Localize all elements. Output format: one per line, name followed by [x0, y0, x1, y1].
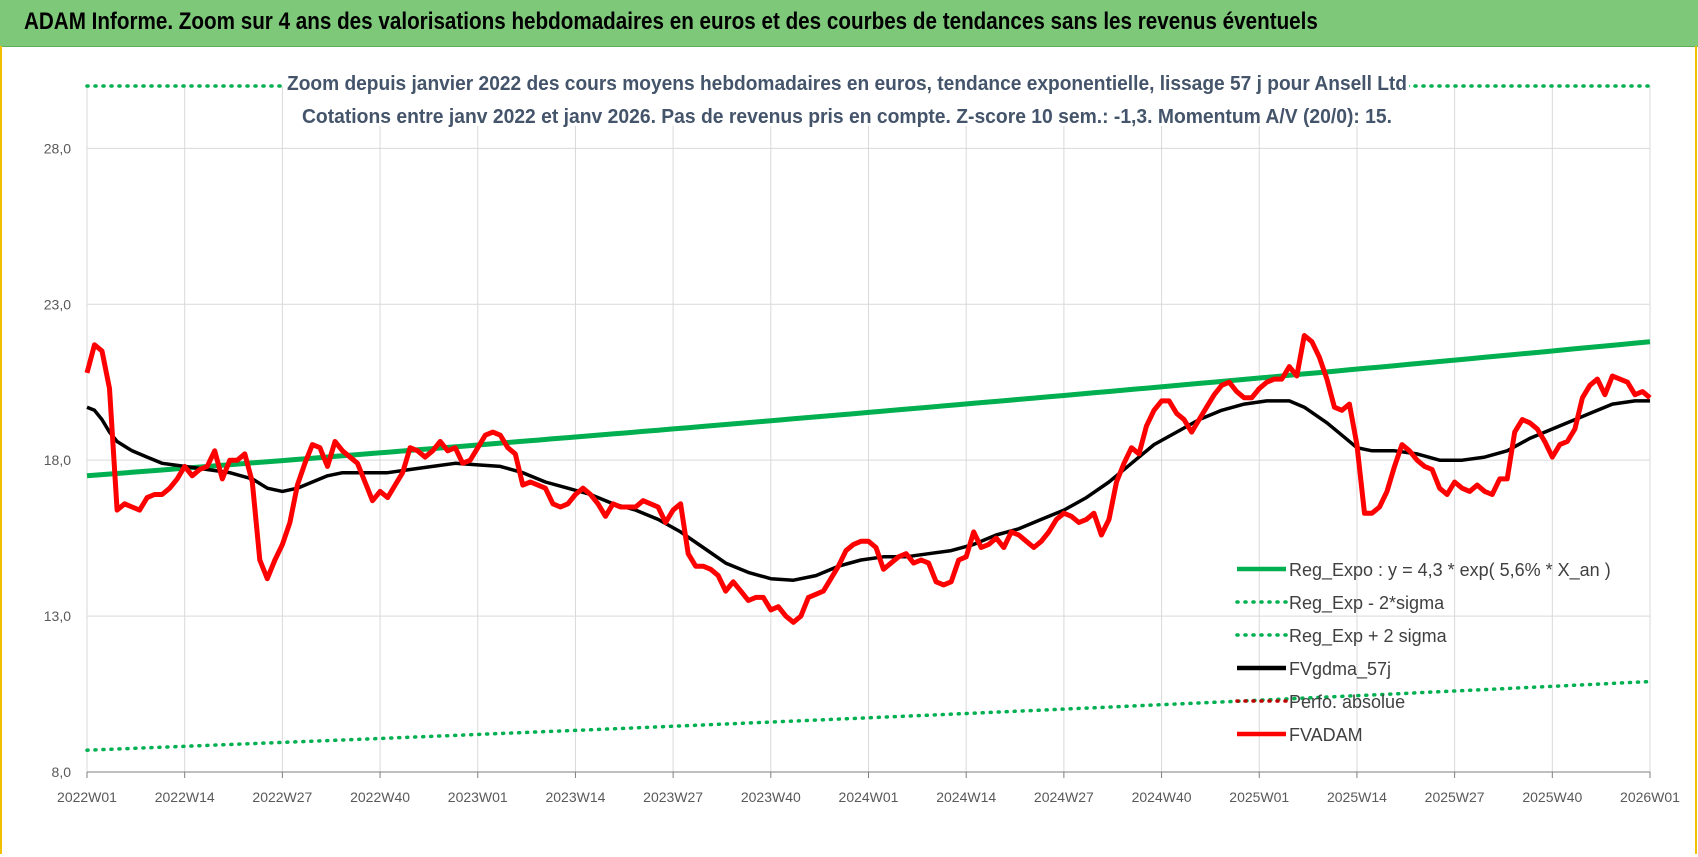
- axes: 8,0 13,0 18,0 23,0 28,0 2022W01 2022W14 2022W27…: [44, 140, 1680, 805]
- y-tick-label: 13,0: [44, 608, 71, 624]
- legend-label: Perfo. absolue: [1289, 692, 1405, 712]
- x-tick-label: 2024W01: [839, 789, 899, 805]
- fvadam-line: [84, 333, 1652, 625]
- fvgdma-57j-line: [86, 399, 1650, 582]
- x-tick-label: 2023W40: [741, 789, 801, 805]
- legend-label: Reg_Exp - 2*sigma: [1289, 593, 1445, 614]
- x-tick-label: 2023W27: [643, 789, 703, 805]
- legend-label: Reg_Expo : y = 4,3 * exp( 5,6% * X_an ): [1289, 560, 1611, 581]
- x-tick-label: 2022W40: [350, 789, 410, 805]
- x-tick-label: 2024W27: [1034, 789, 1094, 805]
- reg-exp-minus-2sigma-line: [85, 679, 1652, 752]
- x-tick-label: 2024W14: [936, 789, 996, 805]
- legend: Reg_Expo : y = 4,3 * exp( 5,6% * X_an ) R…: [1235, 560, 1611, 745]
- legend-label: Reg_Exp + 2 sigma: [1289, 626, 1448, 647]
- x-tick-label: 2023W14: [545, 789, 605, 805]
- x-tick-label: 2023W01: [448, 789, 508, 805]
- x-tick-label: 2025W01: [1229, 789, 1289, 805]
- y-tick-label: 18,0: [44, 452, 71, 468]
- x-tick-label: 2025W27: [1425, 789, 1485, 805]
- x-tick-label: 2022W27: [252, 789, 312, 805]
- chart-subtitle: Cotations entre janv 2022 et janv 2026. …: [302, 106, 1392, 128]
- chart-area: 8,0 13,0 18,0 23,0 28,0 2022W01 2022W14 2022W27…: [44, 60, 1680, 805]
- x-tick-label: 2022W14: [155, 789, 215, 805]
- x-tick-label: 2025W40: [1522, 789, 1582, 805]
- x-tick-label: 2022W01: [57, 789, 117, 805]
- header-title: ADAM Informe. Zoom sur 4 ans des valoris…: [24, 8, 1318, 35]
- header-bar: ADAM Informe. Zoom sur 4 ans des valoris…: [0, 0, 1698, 47]
- y-tick-label: 28,0: [44, 140, 71, 156]
- subtitle-bg: [285, 60, 1409, 126]
- chart-frame: [0, 46, 1697, 854]
- legend-label: FVgdma_57j: [1289, 659, 1391, 680]
- x-tick-label: 2024W40: [1132, 789, 1192, 805]
- grid: [86, 86, 1651, 773]
- y-tick-label: 8,0: [52, 764, 72, 780]
- x-tick-label: 2025W14: [1327, 789, 1387, 805]
- x-tick-label: 2026W01: [1620, 789, 1680, 805]
- legend-label: FVADAM: [1289, 725, 1363, 745]
- chart-title: Zoom depuis janvier 2022 des cours moyen…: [287, 73, 1407, 95]
- y-tick-label: 23,0: [44, 296, 71, 312]
